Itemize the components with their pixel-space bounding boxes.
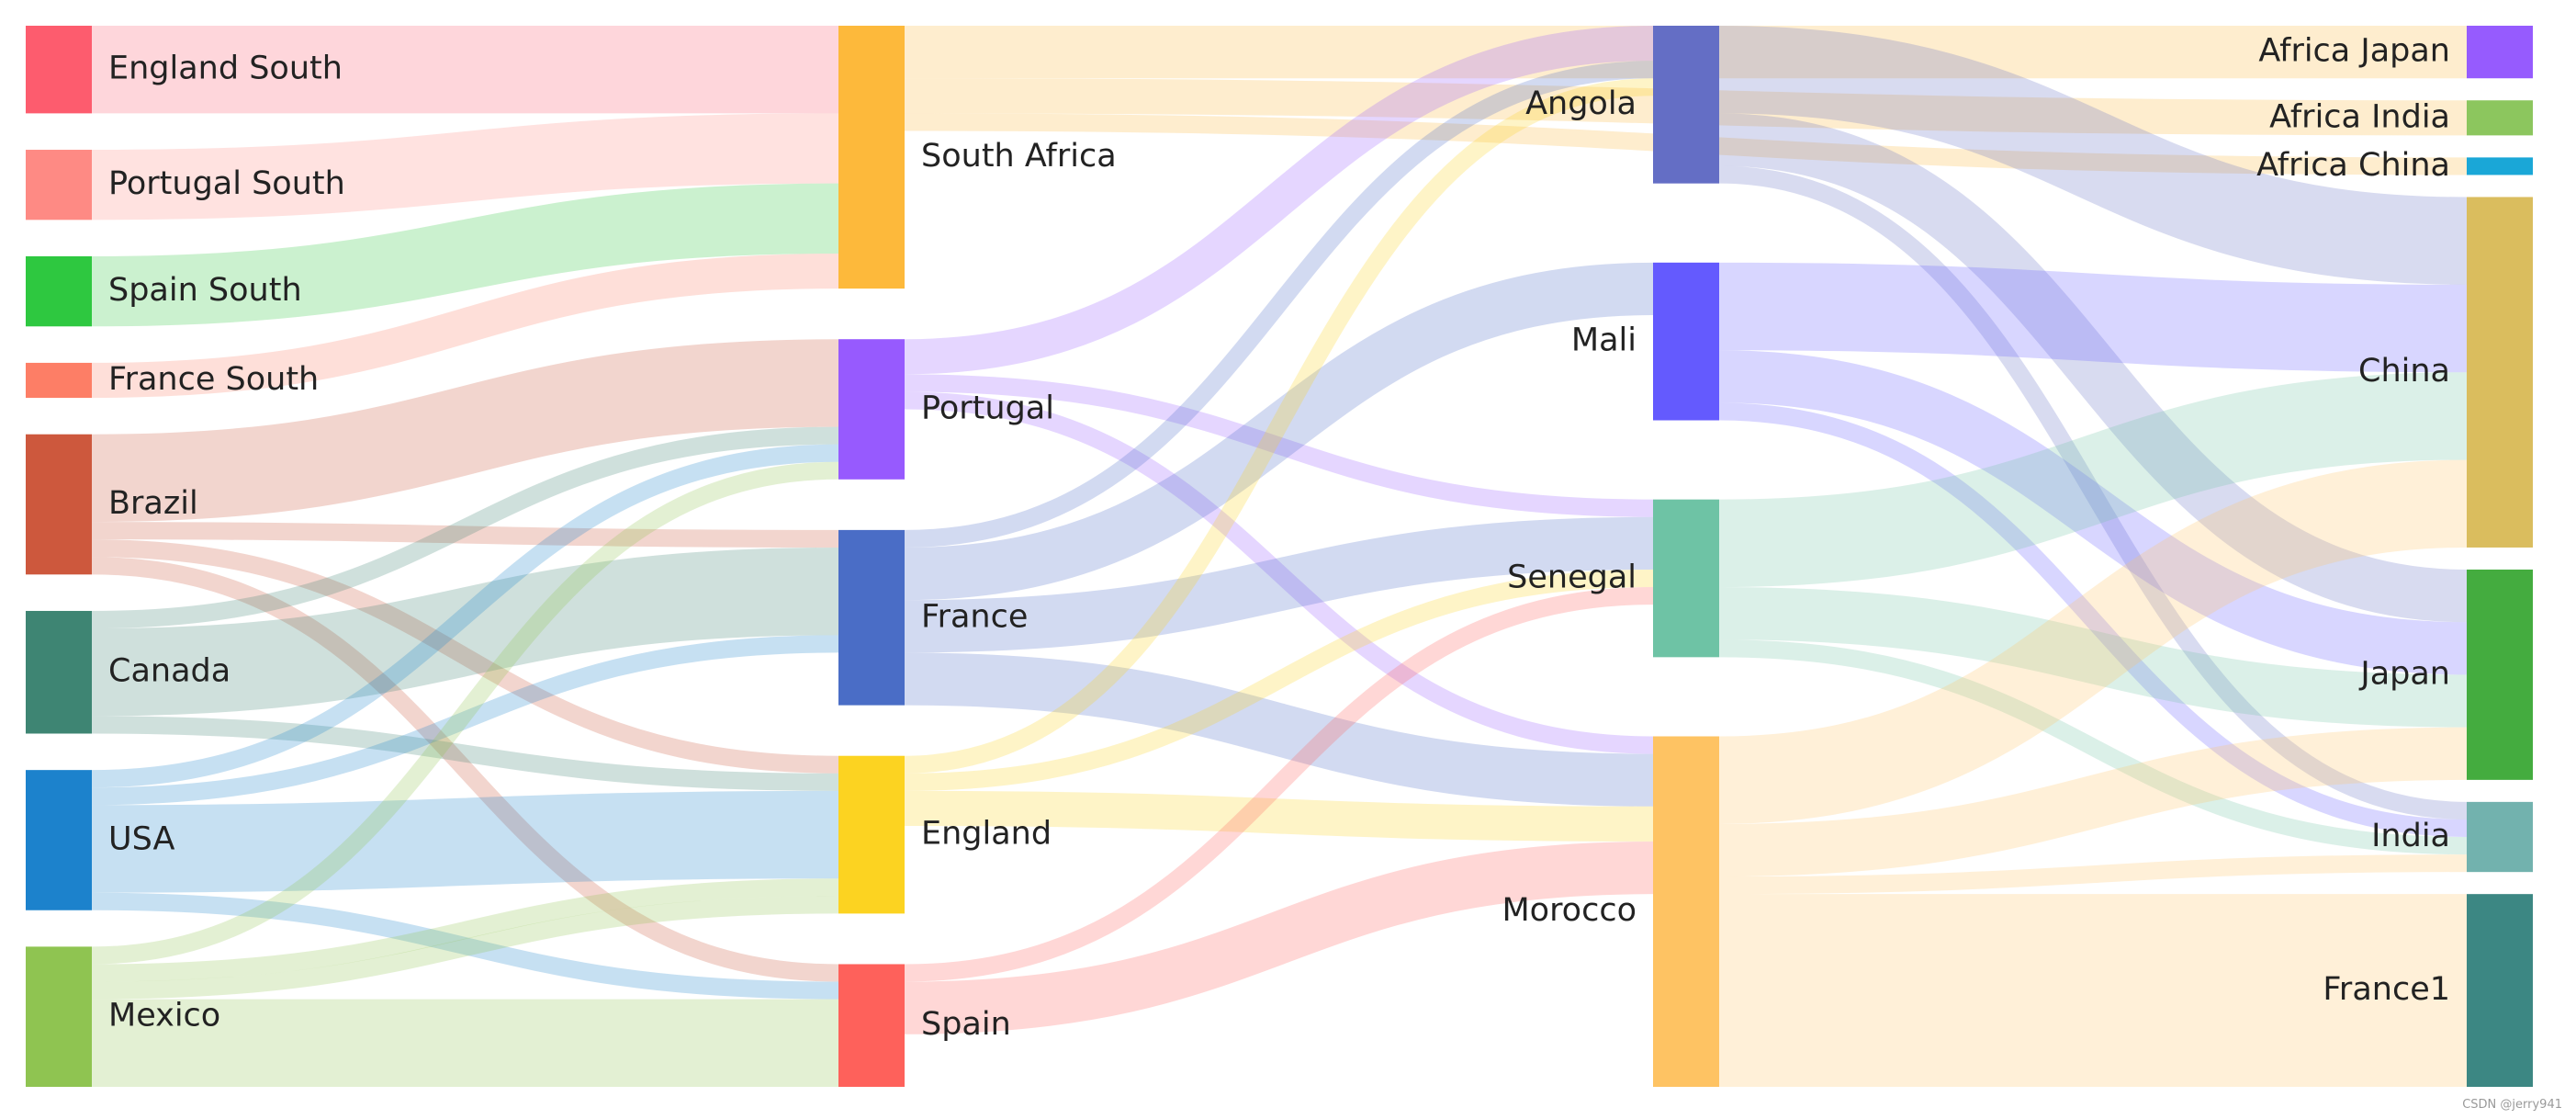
- sankey-node-label: Spain: [921, 1006, 1011, 1043]
- sankey-node: [1653, 262, 1719, 421]
- sankey-node: [26, 26, 92, 114]
- sankey-link: [904, 26, 1654, 375]
- sankey-link: [1718, 262, 2468, 373]
- sankey-node-label: South Africa: [921, 138, 1117, 175]
- sankey-node: [26, 150, 92, 220]
- sankey-node: [2467, 157, 2533, 175]
- sankey-link: [904, 391, 1654, 754]
- sankey-link: [904, 262, 1654, 601]
- sankey-node-label: England: [921, 816, 1052, 853]
- sankey-link: [91, 522, 839, 548]
- sankey-node-label: Portugal: [921, 390, 1054, 427]
- sankey-node-label: Mexico: [108, 998, 220, 1034]
- sankey-link: [1718, 639, 2468, 855]
- sankey-node-label: Spain South: [108, 272, 302, 309]
- sankey-link: [1718, 587, 2468, 728]
- sankey-link: [91, 426, 839, 629]
- sankey-node: [2467, 894, 2533, 1087]
- sankey-node-label: France South: [108, 361, 319, 398]
- sankey-node: [838, 964, 905, 1087]
- sankey-node: [26, 770, 92, 910]
- sankey-node: [1653, 499, 1719, 658]
- sankey-link: [904, 652, 1654, 807]
- sankey-link: [91, 892, 839, 1000]
- sankey-node-label: Japan: [2358, 655, 2450, 692]
- sankey-link: [1718, 165, 2468, 819]
- sankey-node-label: USA: [108, 820, 174, 857]
- sankey-link: [1718, 350, 2468, 675]
- sankey-link: [904, 61, 1654, 548]
- sankey-node: [838, 26, 905, 289]
- sankey-node: [2467, 801, 2533, 873]
- sankey-link: [1718, 113, 2468, 623]
- sankey-node-label: Africa Japan: [2258, 33, 2450, 70]
- watermark-text: CSDN @jerry941: [2462, 1098, 2562, 1112]
- sankey-node-label: Mali: [1571, 322, 1637, 359]
- sankey-link: [904, 374, 1654, 517]
- sankey-link: [91, 539, 839, 774]
- sankey-link: [91, 878, 839, 982]
- sankey-link: [1718, 727, 2468, 877]
- sankey-link: [1718, 854, 2468, 895]
- sankey-node: [2467, 100, 2533, 136]
- sankey-node-label: China: [2358, 353, 2450, 390]
- sankey-node-label: Canada: [108, 653, 231, 690]
- sankey-link: [904, 78, 1654, 774]
- sankey-node-label: Africa China: [2256, 147, 2450, 184]
- sankey-node-label: Portugal South: [108, 165, 345, 202]
- sankey-node: [838, 339, 905, 480]
- sankey-link: [904, 587, 1654, 982]
- sankey-node-label: France: [921, 598, 1028, 635]
- sankey-link: [91, 113, 839, 220]
- sankey-node: [26, 434, 92, 575]
- sankey-node: [838, 529, 905, 706]
- sankey-node-label: Africa India: [2269, 98, 2450, 135]
- sankey-link: [91, 547, 839, 717]
- sankey-node: [2467, 197, 2533, 548]
- sankey-link: [1718, 372, 2468, 588]
- sankey-node-label: Senegal: [1507, 560, 1637, 596]
- sankey-links: [91, 25, 2468, 1087]
- sankey-node: [2467, 26, 2533, 79]
- sankey-link: [91, 635, 839, 806]
- sankey-node: [26, 255, 92, 327]
- sankey-node-label: France1: [2323, 971, 2450, 1008]
- sankey-link: [91, 444, 839, 788]
- sankey-link: [91, 183, 839, 327]
- sankey-node: [2467, 569, 2533, 780]
- sankey-link: [1718, 402, 2468, 838]
- sankey-node: [26, 362, 92, 399]
- sankey-link: [1718, 459, 2468, 824]
- sankey-node: [26, 946, 92, 1087]
- sankey-link: [91, 461, 839, 965]
- sankey-nodes: [26, 26, 2533, 1087]
- sankey-node-label: Morocco: [1502, 892, 1637, 929]
- sankey-node-label: Brazil: [108, 485, 198, 522]
- sankey-node-label: Angola: [1525, 85, 1637, 122]
- sankey-node: [1653, 736, 1719, 1087]
- sankey-node: [1653, 26, 1719, 184]
- sankey-link: [91, 557, 839, 982]
- sankey-node-label: India: [2371, 818, 2450, 854]
- sankey-labels: England South Portugal South Spain South Fr…: [108, 33, 2450, 1044]
- sankey-link: [91, 716, 839, 791]
- sankey-link: [91, 339, 839, 523]
- sankey-node: [26, 610, 92, 734]
- sankey-link: [1718, 26, 2468, 285]
- sankey-link: [904, 516, 1654, 653]
- sankey-link: [91, 790, 839, 893]
- sankey-link: [91, 896, 839, 1000]
- sankey-node: [838, 755, 905, 914]
- sankey-link: [904, 841, 1654, 1034]
- sankey-link: [904, 569, 1654, 791]
- sankey-link: [91, 253, 839, 399]
- sankey-node-label: England South: [108, 51, 343, 87]
- sankey-link: [904, 790, 1654, 842]
